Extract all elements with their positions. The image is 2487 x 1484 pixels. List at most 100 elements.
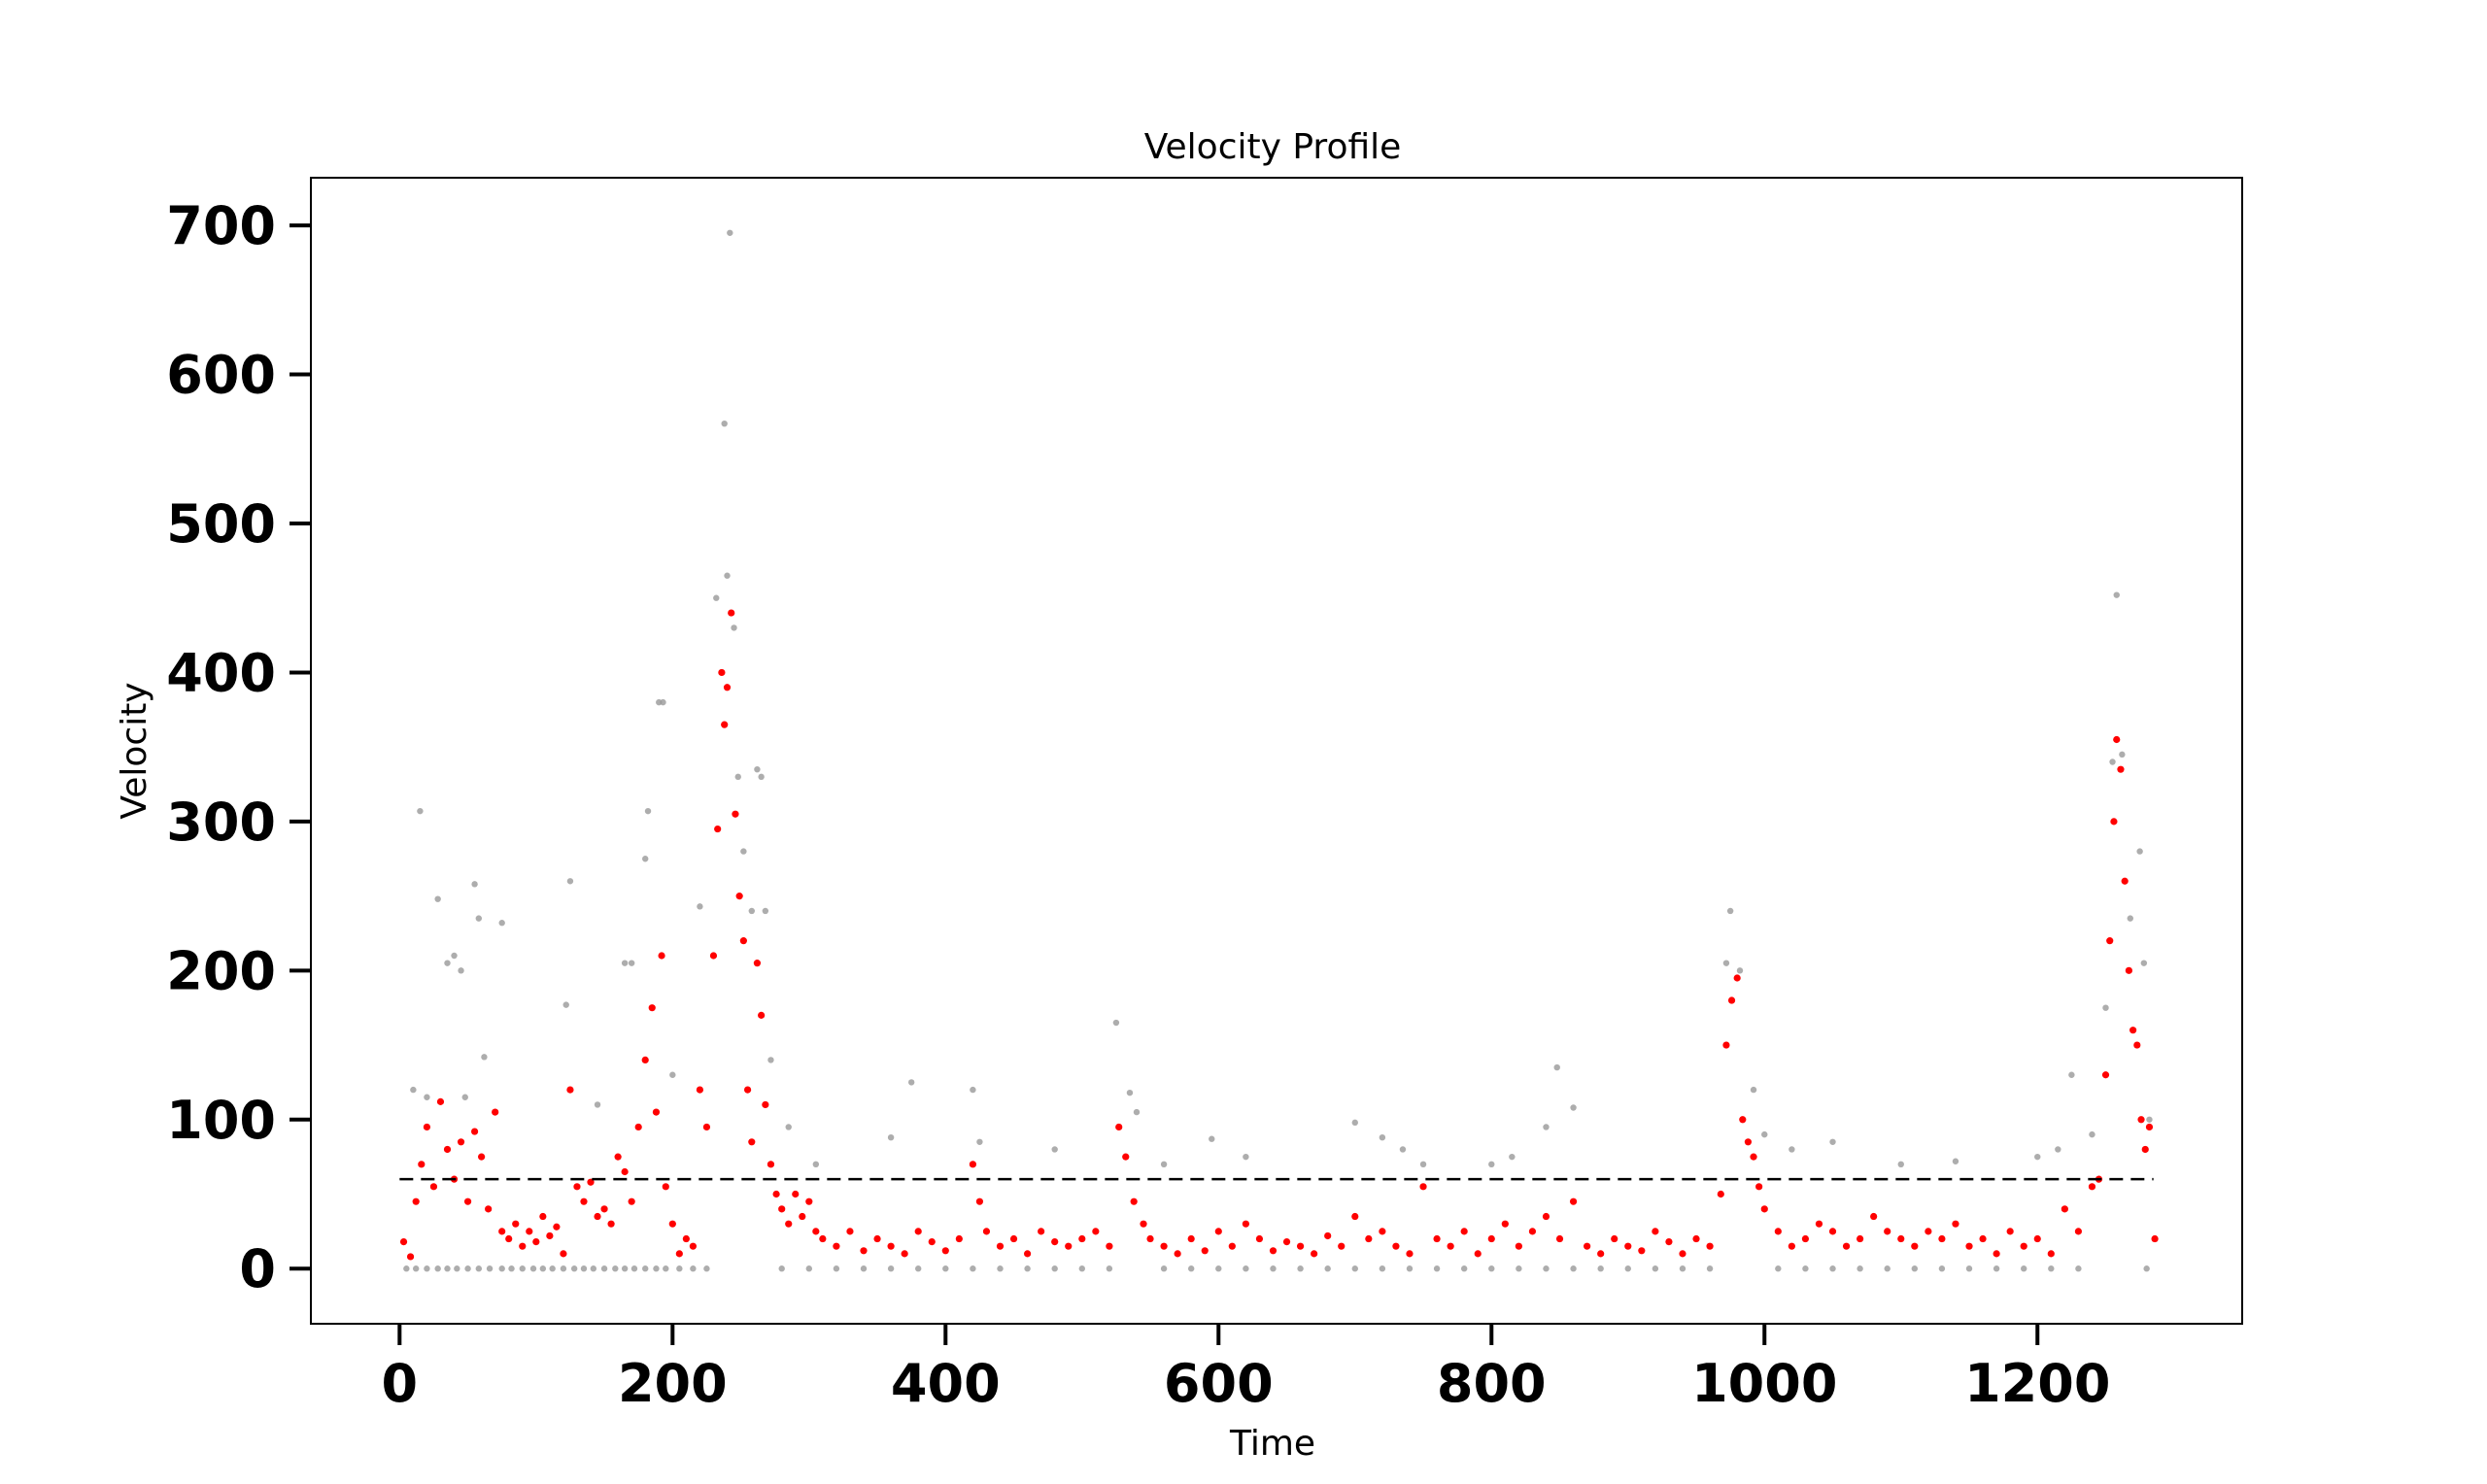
grey-point-76 (2136, 848, 2143, 855)
y-tick-label-200: 200 (166, 940, 276, 1001)
grey-point-15 (621, 960, 629, 966)
red-point-10 (463, 1197, 472, 1205)
red-point-48 (714, 825, 722, 833)
grey-zero-point-8 (486, 1265, 494, 1272)
grey-point-66 (1952, 1158, 1959, 1164)
red-point-100 (1201, 1247, 1209, 1255)
grey-point-63 (1789, 1146, 1795, 1153)
x-tick-label-400: 400 (891, 1353, 1001, 1414)
grey-zero-point-60 (1652, 1265, 1659, 1272)
red-point-83 (996, 1242, 1005, 1250)
red-point-128 (1584, 1242, 1591, 1250)
red-point-145 (1755, 1183, 1763, 1191)
red-point-181 (2137, 1116, 2145, 1124)
grey-point-67 (2034, 1153, 2041, 1161)
grey-point-33 (758, 773, 765, 781)
grey-point-56 (1553, 1063, 1560, 1071)
grey-zero-point-36 (970, 1265, 976, 1272)
grey-zero-point-52 (1433, 1265, 1441, 1272)
red-point-34 (628, 1197, 635, 1205)
red-point-164 (2006, 1228, 2014, 1235)
red-point-24 (560, 1250, 567, 1258)
red-point-22 (546, 1231, 554, 1240)
grey-zero-point-10 (508, 1265, 515, 1272)
plot-frame (310, 177, 2243, 1325)
red-point-41 (668, 1220, 676, 1228)
red-point-47 (709, 952, 718, 960)
red-point-37 (648, 1004, 656, 1012)
grey-point-27 (727, 229, 733, 236)
grey-point-37 (812, 1161, 820, 1168)
grey-zero-point-25 (663, 1265, 669, 1272)
red-point-23 (553, 1223, 561, 1231)
grey-point-7 (461, 1094, 468, 1100)
grey-zero-point-4 (444, 1265, 451, 1272)
red-point-1 (406, 1253, 415, 1261)
red-point-5 (429, 1183, 438, 1191)
red-point-89 (1078, 1234, 1086, 1243)
grey-point-12 (562, 1001, 569, 1008)
grey-zero-point-13 (539, 1265, 547, 1272)
red-point-40 (662, 1183, 669, 1191)
red-point-16 (505, 1234, 513, 1243)
grey-point-31 (748, 907, 755, 915)
red-point-99 (1187, 1234, 1195, 1243)
grey-zero-point-34 (915, 1265, 922, 1272)
red-point-105 (1269, 1247, 1278, 1255)
grey-zero-point-20 (612, 1265, 619, 1272)
red-point-133 (1652, 1228, 1659, 1235)
red-point-32 (614, 1153, 622, 1161)
grey-point-25 (721, 420, 728, 427)
grey-point-74 (2119, 751, 2126, 759)
grey-point-61 (1750, 1086, 1757, 1094)
grey-zero-point-21 (621, 1265, 629, 1272)
red-point-173 (2106, 937, 2114, 945)
red-point-151 (1828, 1228, 1837, 1235)
grey-zero-point-66 (1857, 1265, 1863, 1272)
red-point-66 (799, 1212, 806, 1221)
red-point-53 (732, 810, 739, 818)
plot-area (399, 229, 2159, 1272)
grey-point-40 (970, 1086, 976, 1094)
y-tick-label-700: 700 (166, 195, 276, 256)
red-point-177 (2121, 877, 2129, 885)
red-point-84 (1009, 1234, 1018, 1243)
grey-point-30 (740, 848, 747, 855)
red-point-167 (2047, 1250, 2055, 1258)
grey-zero-point-49 (1351, 1265, 1358, 1272)
grey-zero-point-23 (642, 1265, 649, 1272)
red-point-75 (901, 1250, 908, 1258)
red-point-170 (2088, 1183, 2096, 1191)
grey-zero-point-28 (703, 1265, 710, 1272)
grey-zero-point-3 (434, 1265, 441, 1272)
grey-point-68 (2055, 1146, 2061, 1153)
grey-zero-point-16 (570, 1265, 578, 1272)
red-point-182 (2141, 1145, 2149, 1154)
red-point-77 (928, 1238, 936, 1246)
red-point-102 (1228, 1242, 1236, 1250)
red-point-166 (2033, 1234, 2041, 1243)
grey-point-75 (2127, 915, 2133, 922)
red-point-98 (1174, 1250, 1181, 1258)
red-point-108 (1311, 1250, 1318, 1258)
red-point-42 (675, 1250, 683, 1258)
grey-zero-point-70 (1965, 1265, 1973, 1272)
grey-point-36 (785, 1124, 792, 1130)
grey-point-42 (1051, 1146, 1058, 1153)
red-point-55 (739, 937, 747, 945)
red-point-36 (641, 1056, 649, 1064)
red-point-154 (1870, 1212, 1878, 1221)
grey-point-22 (697, 903, 703, 910)
grey-point-0 (410, 1086, 417, 1094)
red-point-163 (1993, 1250, 2000, 1258)
red-point-137 (1706, 1242, 1714, 1250)
grey-zero-point-53 (1460, 1265, 1468, 1272)
red-point-59 (758, 1011, 766, 1019)
red-point-113 (1379, 1228, 1386, 1235)
y-tick-label-400: 400 (166, 642, 276, 703)
grey-point-45 (1133, 1108, 1141, 1116)
red-point-54 (735, 893, 743, 900)
grey-zero-point-0 (403, 1265, 410, 1272)
grey-point-41 (976, 1138, 983, 1145)
grey-zero-point-40 (1078, 1265, 1085, 1272)
